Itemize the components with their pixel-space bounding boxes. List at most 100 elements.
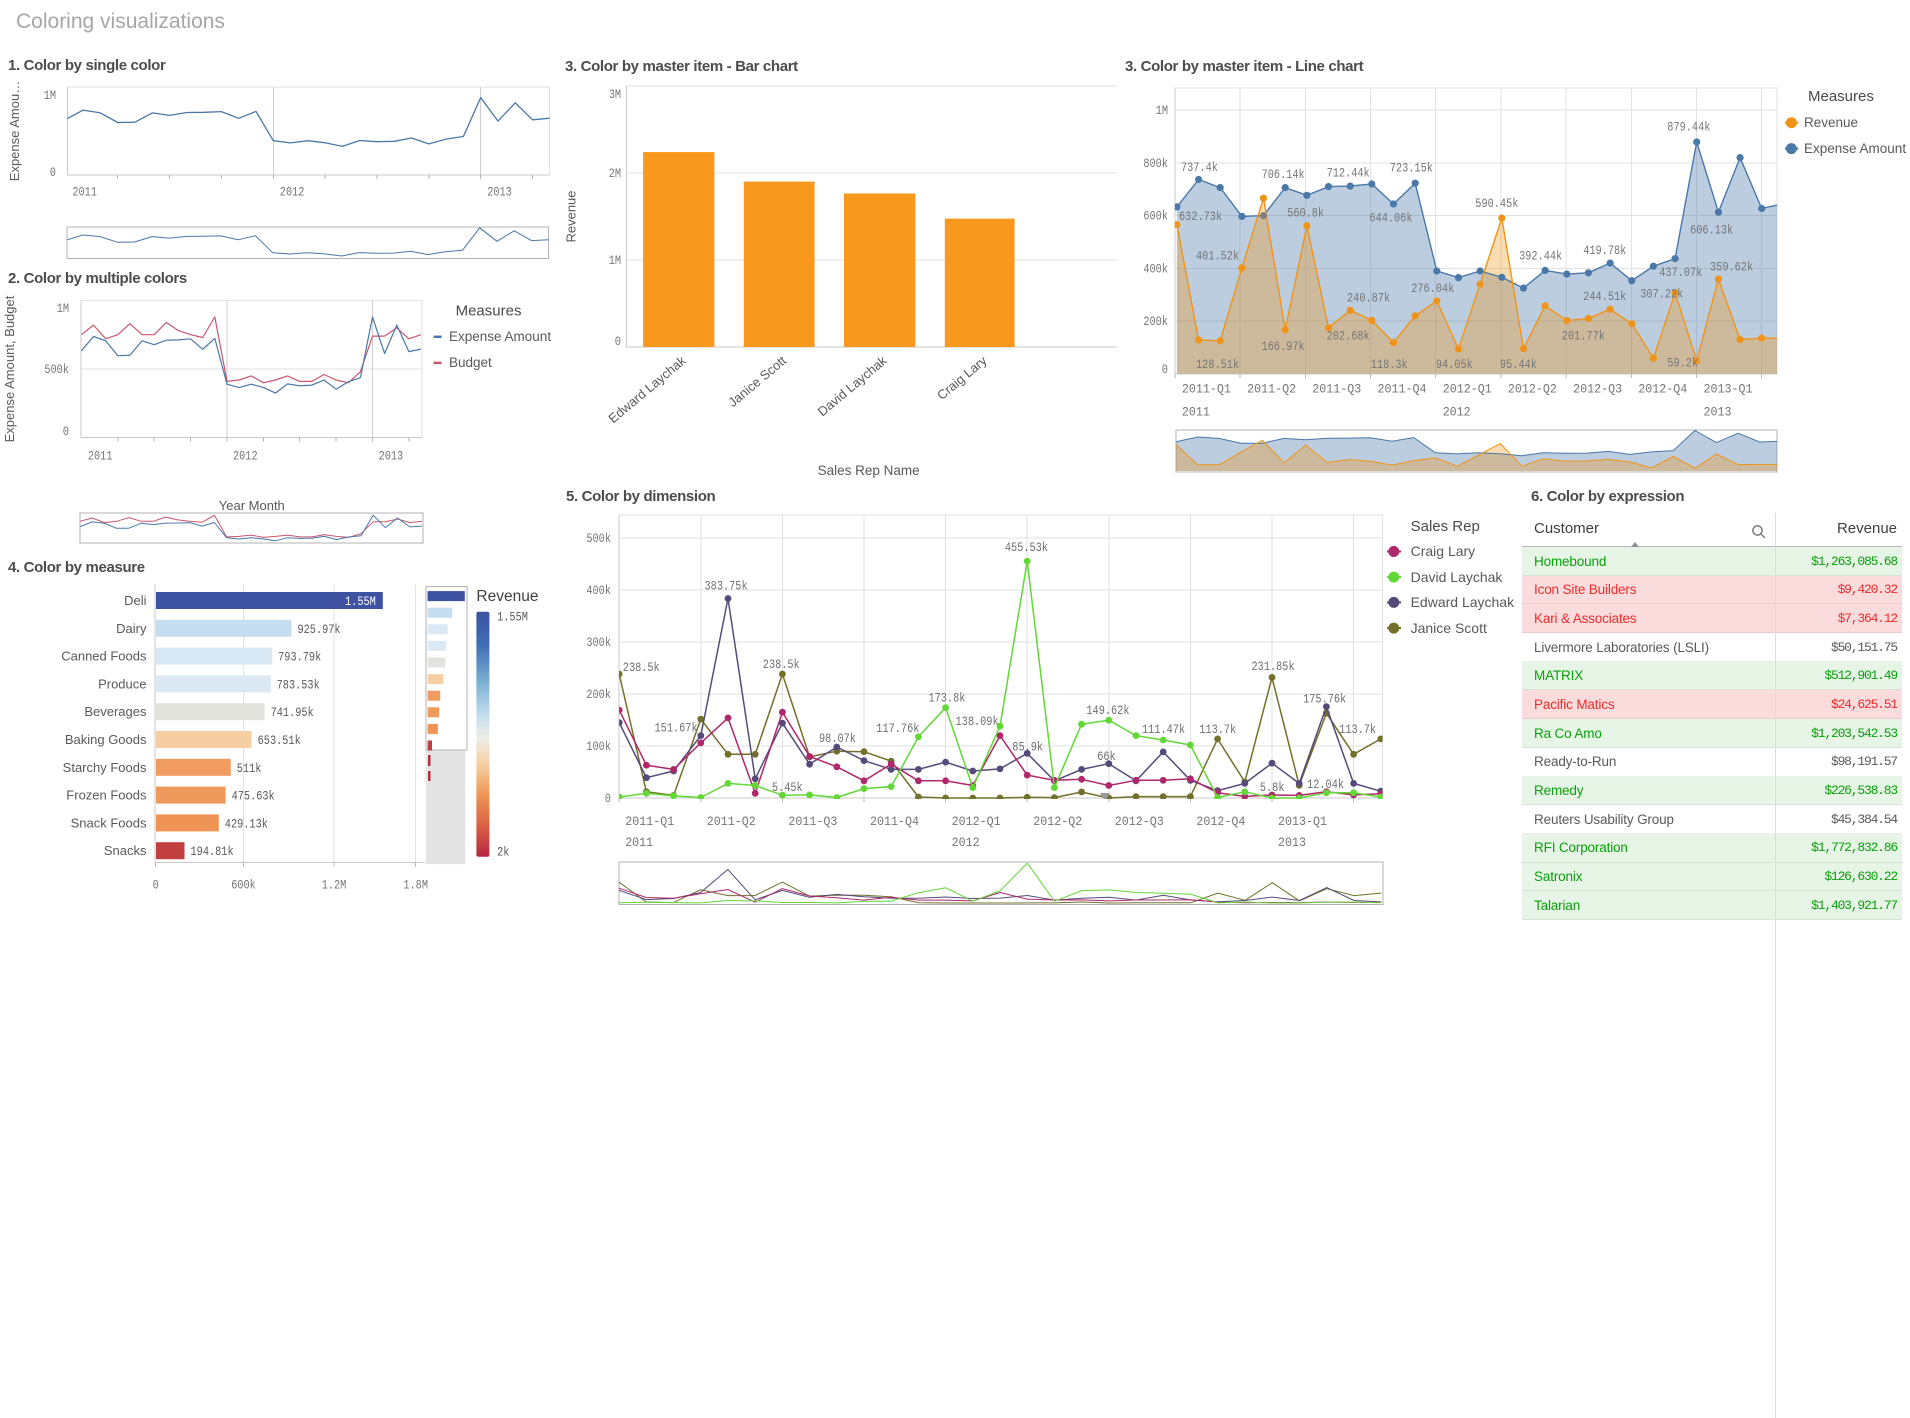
svg-text:59.2k: 59.2k	[1667, 355, 1698, 370]
svg-text:194.81k: 194.81k	[191, 844, 234, 859]
svg-text:1.55M: 1.55M	[497, 610, 528, 625]
svg-text:2011-Q3: 2011-Q3	[1312, 382, 1361, 397]
svg-text:359.62k: 359.62k	[1710, 259, 1753, 274]
svg-text:98.07k: 98.07k	[819, 731, 856, 746]
svg-text:2011-Q1: 2011-Q1	[625, 814, 674, 829]
svg-text:2k: 2k	[497, 845, 509, 860]
svg-text:0: 0	[605, 791, 611, 806]
svg-text:0: 0	[63, 424, 69, 439]
svg-text:2013-Q1: 2013-Q1	[1704, 382, 1753, 397]
svg-text:0: 0	[153, 878, 159, 893]
svg-text:5.8k: 5.8k	[1260, 780, 1285, 795]
svg-text:606.13k: 606.13k	[1690, 222, 1733, 237]
svg-text:0: 0	[1162, 362, 1168, 377]
svg-text:2012-Q4: 2012-Q4	[1638, 382, 1687, 397]
svg-text:Revenue: Revenue	[1804, 115, 1858, 130]
svg-text:400k: 400k	[1143, 261, 1168, 276]
svg-text:2012: 2012	[280, 185, 305, 200]
svg-text:400k: 400k	[586, 583, 611, 598]
svg-text:2011-Q3: 2011-Q3	[788, 814, 837, 829]
svg-text:Year Month: Year Month	[219, 498, 285, 513]
svg-text:300k: 300k	[586, 635, 611, 650]
svg-text:2013: 2013	[487, 185, 512, 200]
svg-text:Janice Scott: Janice Scott	[1411, 620, 1487, 636]
svg-text:2012: 2012	[1443, 404, 1471, 419]
svg-text:741.95k: 741.95k	[271, 705, 314, 720]
svg-text:202.68k: 202.68k	[1327, 328, 1370, 343]
svg-text:2013: 2013	[379, 449, 404, 464]
svg-text:201.77k: 201.77k	[1562, 328, 1605, 343]
svg-text:2M: 2M	[609, 166, 621, 181]
svg-text:800k: 800k	[1143, 156, 1168, 171]
svg-text:Sales Rep Name: Sales Rep Name	[818, 463, 920, 478]
svg-text:Deli: Deli	[124, 593, 147, 608]
svg-text:238.5k: 238.5k	[623, 660, 660, 675]
svg-text:2012-Q3: 2012-Q3	[1573, 382, 1622, 397]
svg-text:2011: 2011	[1182, 404, 1210, 419]
svg-text:Expense Amount: Expense Amount	[1804, 141, 1906, 156]
svg-text:600k: 600k	[1143, 209, 1168, 224]
svg-text:Snacks: Snacks	[104, 843, 147, 858]
svg-text:1M: 1M	[57, 301, 69, 316]
svg-text:2012-Q1: 2012-Q1	[1443, 382, 1492, 397]
svg-text:1.8M: 1.8M	[403, 878, 428, 893]
svg-text:238.5k: 238.5k	[763, 657, 800, 672]
svg-text:2011: 2011	[625, 835, 653, 850]
svg-text:590.45k: 590.45k	[1475, 196, 1518, 211]
svg-text:175.76k: 175.76k	[1303, 692, 1346, 707]
svg-text:1M: 1M	[44, 88, 56, 103]
svg-text:Craig Lary: Craig Lary	[934, 352, 990, 402]
svg-text:Expense Amount, Budget: Expense Amount, Budget	[2, 295, 17, 442]
svg-text:113.7k: 113.7k	[1199, 722, 1236, 737]
svg-text:2011-Q1: 2011-Q1	[1182, 382, 1231, 397]
svg-text:Sales Rep: Sales Rep	[1411, 518, 1480, 535]
svg-text:66k: 66k	[1097, 749, 1116, 764]
svg-text:117.76k: 117.76k	[876, 721, 919, 736]
svg-text:2013: 2013	[1278, 835, 1306, 850]
svg-text:632.73k: 632.73k	[1179, 209, 1222, 224]
svg-text:200k: 200k	[1143, 314, 1168, 329]
svg-text:David Laychak: David Laychak	[815, 352, 890, 419]
svg-text:149.62k: 149.62k	[1086, 703, 1129, 718]
svg-text:500k: 500k	[586, 531, 611, 546]
svg-text:173.8k: 173.8k	[929, 691, 966, 706]
svg-text:231.85k: 231.85k	[1252, 659, 1295, 674]
svg-text:240.87k: 240.87k	[1347, 290, 1390, 305]
svg-text:401.52k: 401.52k	[1196, 249, 1239, 264]
svg-text:2011-Q4: 2011-Q4	[870, 814, 919, 829]
svg-text:2011-Q2: 2011-Q2	[1247, 382, 1296, 397]
svg-text:128.51k: 128.51k	[1196, 357, 1239, 372]
svg-text:151.67k: 151.67k	[655, 721, 698, 736]
svg-text:437.07k: 437.07k	[1659, 265, 1702, 280]
svg-text:Revenue: Revenue	[476, 588, 538, 605]
svg-text:Produce: Produce	[98, 676, 146, 691]
svg-text:3M: 3M	[609, 87, 621, 102]
svg-text:2013-Q1: 2013-Q1	[1278, 814, 1327, 829]
svg-text:600k: 600k	[231, 878, 256, 893]
svg-text:2011-Q2: 2011-Q2	[707, 814, 756, 829]
svg-text:429.13k: 429.13k	[225, 816, 268, 831]
svg-text:706.14k: 706.14k	[1262, 167, 1305, 182]
svg-text:511k: 511k	[237, 761, 262, 776]
svg-text:2012-Q4: 2012-Q4	[1196, 814, 1245, 829]
svg-text:Measures: Measures	[456, 303, 522, 320]
svg-text:166.97k: 166.97k	[1262, 339, 1305, 354]
svg-text:500k: 500k	[44, 362, 69, 377]
svg-text:1M: 1M	[609, 253, 621, 268]
svg-text:Revenue: Revenue	[564, 190, 579, 242]
svg-text:1.2M: 1.2M	[322, 878, 347, 893]
svg-text:2011-Q4: 2011-Q4	[1378, 382, 1427, 397]
svg-text:2011: 2011	[88, 449, 113, 464]
svg-text:Janice Scott: Janice Scott	[725, 353, 789, 410]
svg-text:419.78k: 419.78k	[1583, 243, 1626, 258]
svg-text:Baking Goods: Baking Goods	[65, 732, 147, 747]
svg-text:653.51k: 653.51k	[258, 733, 301, 748]
svg-text:455.53k: 455.53k	[1005, 540, 1048, 555]
svg-text:200k: 200k	[586, 687, 611, 702]
svg-text:1.55M: 1.55M	[345, 594, 376, 609]
svg-text:113.7k: 113.7k	[1339, 722, 1376, 737]
svg-text:Dairy: Dairy	[116, 621, 147, 636]
svg-text:793.79k: 793.79k	[278, 650, 321, 665]
svg-text:94.05k: 94.05k	[1436, 357, 1473, 372]
svg-text:Expense Amount: Expense Amount	[449, 329, 551, 344]
